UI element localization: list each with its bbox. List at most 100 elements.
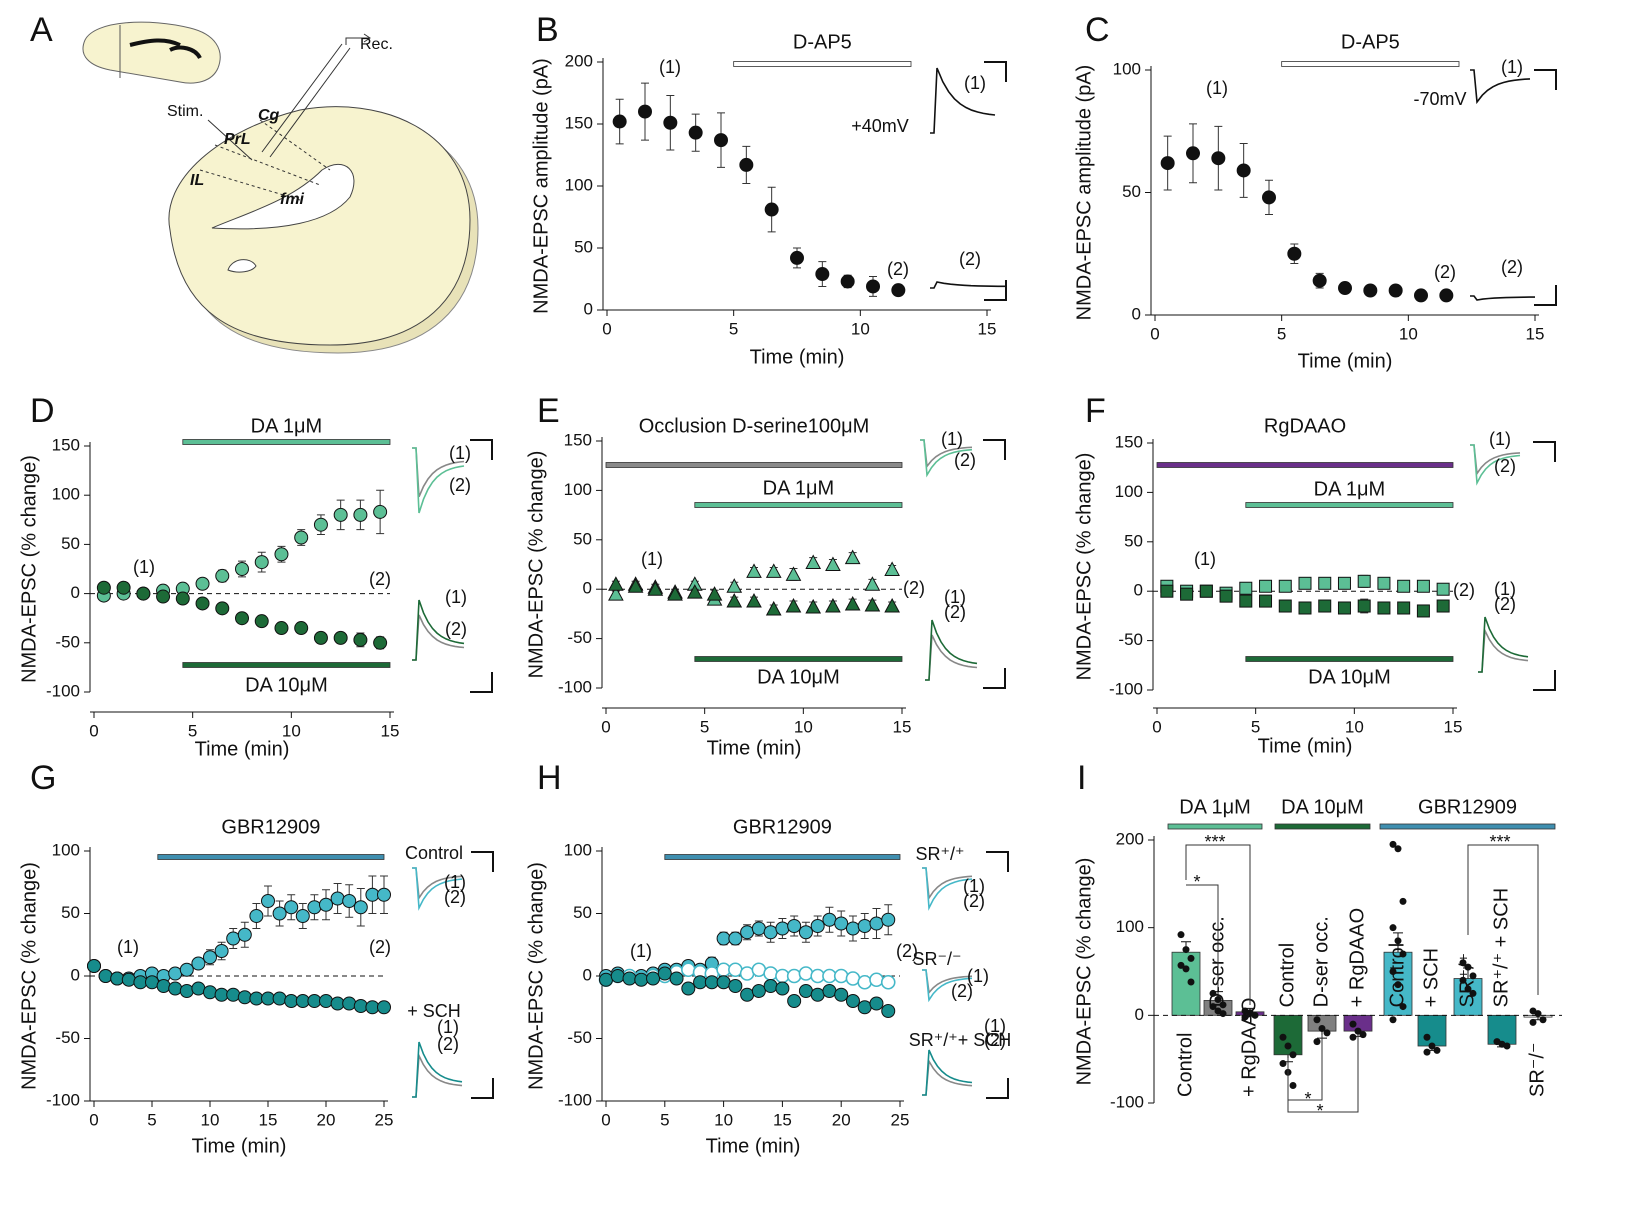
marker [215, 568, 230, 583]
marker [764, 202, 779, 217]
significance: * [1193, 872, 1200, 892]
panel-letter: E [537, 392, 560, 430]
y-tick-label: -100 [558, 1090, 592, 1109]
marker [686, 584, 703, 599]
marker [681, 962, 696, 978]
dot [1464, 985, 1472, 993]
annotation: (2) [445, 619, 467, 639]
marker [638, 104, 652, 119]
dot [1539, 1016, 1547, 1024]
marker [342, 996, 357, 1011]
annotation: (1) [984, 1016, 1006, 1036]
y-tick-label: -50 [55, 1028, 80, 1047]
x-tick-label: 15 [1526, 324, 1545, 343]
dot [1394, 937, 1402, 945]
marker [191, 981, 206, 996]
y-tick-label: 50 [61, 534, 80, 553]
sagittal-detail [129, 38, 202, 60]
dot [1433, 1046, 1441, 1054]
marker [377, 887, 391, 902]
x-tick-label: 15 [978, 319, 997, 338]
category-label: Control [1386, 943, 1408, 1007]
x-tick-label: 10 [1399, 324, 1418, 343]
marker [261, 991, 275, 1006]
x-axis-label: Time (min) [1298, 350, 1393, 372]
panel-letter: A [30, 11, 53, 49]
y-tick-label: 50 [573, 903, 592, 922]
y-tick-label: -100 [1110, 1092, 1144, 1111]
y-tick-label: 0 [71, 965, 80, 984]
y-tick-label: 100 [1115, 482, 1143, 501]
dot [1394, 845, 1402, 853]
group-bar [1379, 823, 1556, 830]
marker [333, 630, 348, 645]
category-label: SR⁻/⁻ [1526, 1043, 1548, 1097]
y-tick-label: 200 [1116, 829, 1144, 848]
marker [274, 621, 289, 636]
dot [1209, 1003, 1217, 1011]
marker [261, 894, 275, 908]
marker [342, 894, 357, 908]
marker [810, 987, 825, 1002]
marker [834, 916, 849, 931]
annotation: (1) [1494, 579, 1516, 599]
ventricle [211, 163, 355, 230]
marker [763, 966, 778, 981]
y-tick-label: 100 [52, 840, 80, 859]
bracket [1287, 1035, 1359, 1113]
group-label: GBR12909 [1418, 796, 1517, 818]
marker [815, 267, 830, 282]
marker [765, 563, 782, 578]
drug-label: DA 10μM [1308, 666, 1391, 688]
marker [284, 900, 299, 915]
x-tick-label: 10 [851, 319, 870, 338]
dot [1389, 924, 1397, 932]
bracket [1186, 884, 1219, 990]
marker [254, 614, 269, 629]
marker [1278, 599, 1292, 613]
drug-label: GBR12909 [733, 816, 832, 838]
marker [864, 576, 881, 591]
marker [87, 959, 101, 973]
scale-bar [983, 668, 1006, 689]
annotation: (2) [954, 450, 976, 470]
y-axis-label: NMDA-EPSC (% change) [1073, 453, 1095, 681]
marker [765, 600, 782, 616]
marker [1377, 576, 1391, 590]
annotation: (2) [984, 1030, 1006, 1050]
dot [1323, 1029, 1331, 1037]
scale-bar [1534, 285, 1557, 306]
label: Stim. [167, 103, 203, 120]
scale-bar [470, 672, 493, 693]
marker [634, 972, 649, 987]
category-label: + RgDAAO [1346, 908, 1368, 1007]
marker [627, 578, 644, 593]
panel-letter: F [1085, 392, 1106, 430]
stim-line [207, 119, 253, 161]
marker [214, 944, 229, 958]
marker [1219, 589, 1233, 603]
marker [726, 593, 743, 608]
marker [891, 283, 906, 298]
significance: *** [1204, 832, 1225, 852]
significance: * [1316, 1101, 1323, 1121]
annotation: (1) [1206, 78, 1228, 98]
dot [1177, 961, 1185, 969]
marker [377, 1000, 391, 1015]
marker [716, 931, 731, 946]
annotation: (1) [437, 1017, 459, 1037]
marker [353, 900, 368, 915]
marker [844, 595, 861, 611]
marker [663, 115, 678, 130]
marker [353, 632, 368, 647]
marker [880, 974, 896, 990]
category-label: + RgDAAO [1238, 998, 1260, 1097]
marker [805, 598, 822, 614]
x-tick-label: 20 [832, 1110, 851, 1129]
marker [215, 601, 230, 616]
marker [822, 984, 837, 998]
marker [610, 969, 625, 983]
marker [156, 589, 171, 604]
drug-bar [664, 854, 901, 860]
annotation: (1) [1489, 429, 1511, 449]
